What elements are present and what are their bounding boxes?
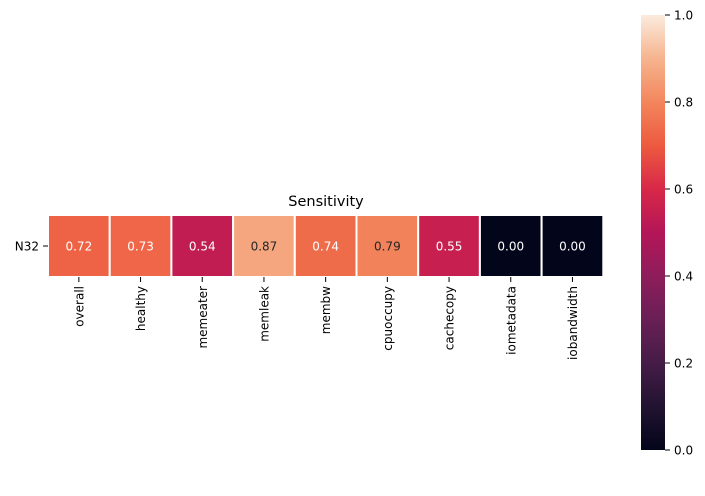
colorbar-tick-label: 0.0	[674, 444, 693, 458]
column-label: healthy	[134, 286, 148, 331]
cell-annotations: 0.72 0.73 0.54 0.87 0.74 0.79 0.55 0.00 0.00	[65, 240, 585, 254]
cell-value-label: 0.54	[189, 240, 216, 254]
cell-value-label: 0.55	[436, 240, 463, 254]
heatmap-cells	[47, 214, 605, 278]
cell-value-label: 0.72	[65, 240, 92, 254]
colorbar-ticks: 0.0 0.2 0.4 0.6 0.8 1.0	[665, 9, 693, 458]
colorbar-tick-label: 1.0	[674, 9, 693, 23]
column-label: memeater	[196, 286, 210, 349]
cell-value-label: 0.74	[312, 240, 339, 254]
colorbar-tick-label: 0.6	[674, 183, 693, 197]
column-label: cachecopy	[443, 286, 457, 350]
heatmap-cell	[355, 214, 420, 278]
column-labels: overall healthy memeater memleak membw cpuocc…	[72, 277, 580, 360]
cell-value-label: 0.00	[559, 240, 586, 254]
heatmap-cell	[108, 214, 173, 278]
column-label: overall	[72, 286, 86, 327]
row-label: N32	[15, 240, 39, 254]
row-labels: N32	[15, 240, 48, 254]
column-label: iometadata	[504, 286, 518, 355]
column-label: membw	[319, 286, 333, 334]
column-label: iobandwidth	[566, 286, 580, 360]
cell-value-label: 0.00	[497, 240, 524, 254]
colorbar-gradient	[641, 15, 665, 450]
cell-value-label: 0.73	[127, 240, 154, 254]
cell-value-label: 0.79	[374, 240, 401, 254]
cell-value-label: 0.87	[251, 240, 278, 254]
colorbar-tick-label: 0.2	[674, 357, 693, 371]
colorbar: 0.0 0.2 0.4 0.6 0.8 1.0	[641, 9, 693, 458]
colorbar-tick-label: 0.4	[674, 270, 693, 284]
heatmap-cell	[478, 214, 543, 278]
colorbar-tick-label: 0.8	[674, 96, 693, 110]
chart-title: Sensitivity	[288, 194, 364, 210]
column-label: memleak	[257, 286, 271, 342]
column-label: cpuoccupy	[381, 286, 395, 351]
